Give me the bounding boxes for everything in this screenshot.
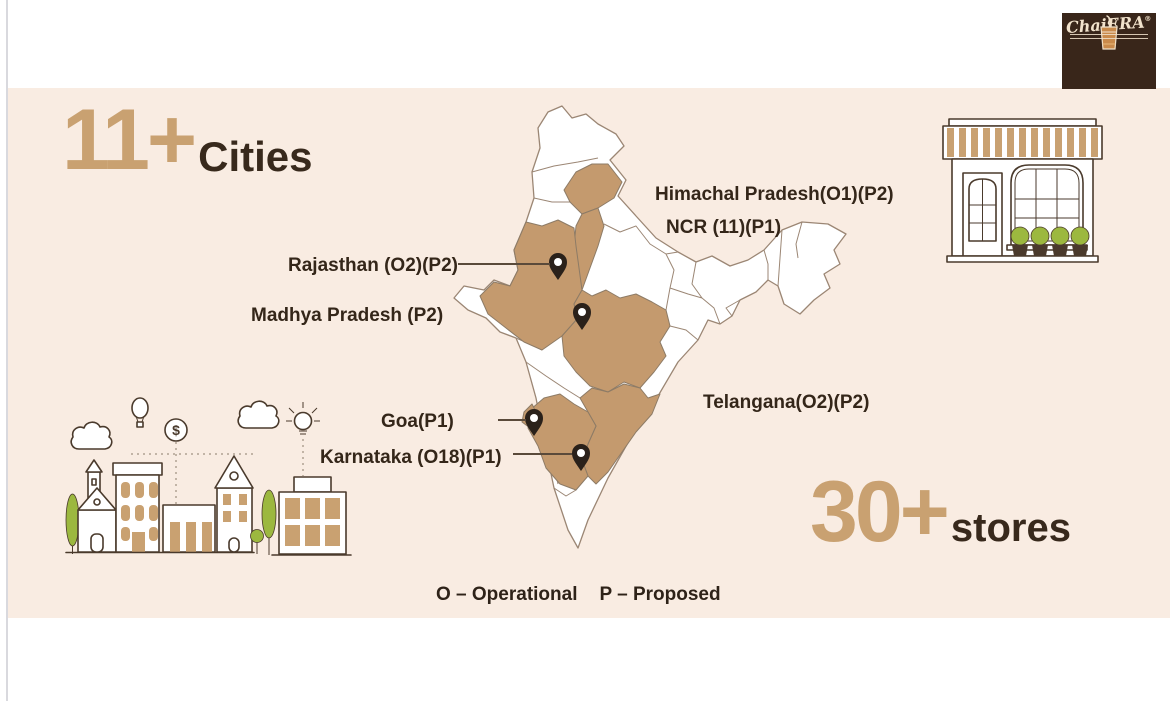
state-label-rajasthan: Rajasthan (O2)(P2) <box>288 255 458 276</box>
state-boundaries <box>515 157 803 497</box>
cloud-icon <box>70 421 113 450</box>
stores-stat: 30+ stores <box>810 464 1071 560</box>
office-building <box>278 476 347 555</box>
potted-plant-icon <box>1010 226 1090 256</box>
cloud-icon <box>237 400 280 429</box>
state-label-himachal: Himachal Pradesh(O1)(P2) <box>655 184 894 205</box>
registered-mark: ® <box>1144 13 1152 24</box>
legend-proposed: P – Proposed <box>599 584 721 605</box>
state-himachal-pradesh <box>563 163 623 215</box>
left-edge-divider <box>6 0 8 701</box>
leader-line-rajasthan <box>458 263 550 265</box>
cities-stat: 11+ Cities <box>62 92 313 188</box>
pointed-building <box>214 455 254 553</box>
svg-text:$: $ <box>172 422 180 438</box>
shop-door <box>962 172 1003 257</box>
hot-air-balloon-icon <box>131 397 149 428</box>
stores-label: stores <box>950 505 1071 550</box>
location-pin-ncr <box>573 303 591 330</box>
cities-label: Cities <box>198 133 313 181</box>
india-map <box>453 105 847 549</box>
ground-line <box>65 551 352 556</box>
stores-count: 30+ <box>810 464 950 560</box>
state-label-goa: Goa(P1) <box>381 411 454 432</box>
church-building <box>77 459 117 553</box>
dotted-guide-line <box>131 439 304 504</box>
location-pin-goa <box>525 409 543 436</box>
chai-cup-icon <box>1100 15 1118 50</box>
location-pin-rajasthan <box>549 253 567 280</box>
tree-icon <box>250 489 277 555</box>
light-bulb-icon <box>286 402 320 435</box>
tree-icon <box>65 493 80 554</box>
state-label-karnataka: Karnataka (O18)(P1) <box>320 447 502 468</box>
low-building <box>162 504 216 553</box>
leader-line-karnataka <box>513 453 572 455</box>
legend: O – Operational P – Proposed <box>436 584 721 606</box>
location-pin-karnataka <box>572 444 590 471</box>
brand-logo: ChaiERA® <box>1062 13 1156 89</box>
storefront-icon <box>942 118 1103 263</box>
state-label-madhya-pradesh: Madhya Pradesh (P2) <box>251 305 444 326</box>
state-label-ncr: NCR (11)(P1) <box>666 217 782 238</box>
city-skyline-illustration: $ <box>65 397 352 556</box>
logo-tagline-rule <box>1070 34 1148 39</box>
cities-count: 11+ <box>62 92 197 188</box>
legend-operational: O – Operational <box>436 584 578 605</box>
dollar-coin-icon: $ <box>164 418 188 442</box>
tall-building <box>112 462 163 553</box>
awning-stripes <box>947 128 1098 157</box>
leader-line-goa <box>498 419 526 421</box>
state-label-telangana: Telangana(O2)(P2) <box>703 392 870 413</box>
